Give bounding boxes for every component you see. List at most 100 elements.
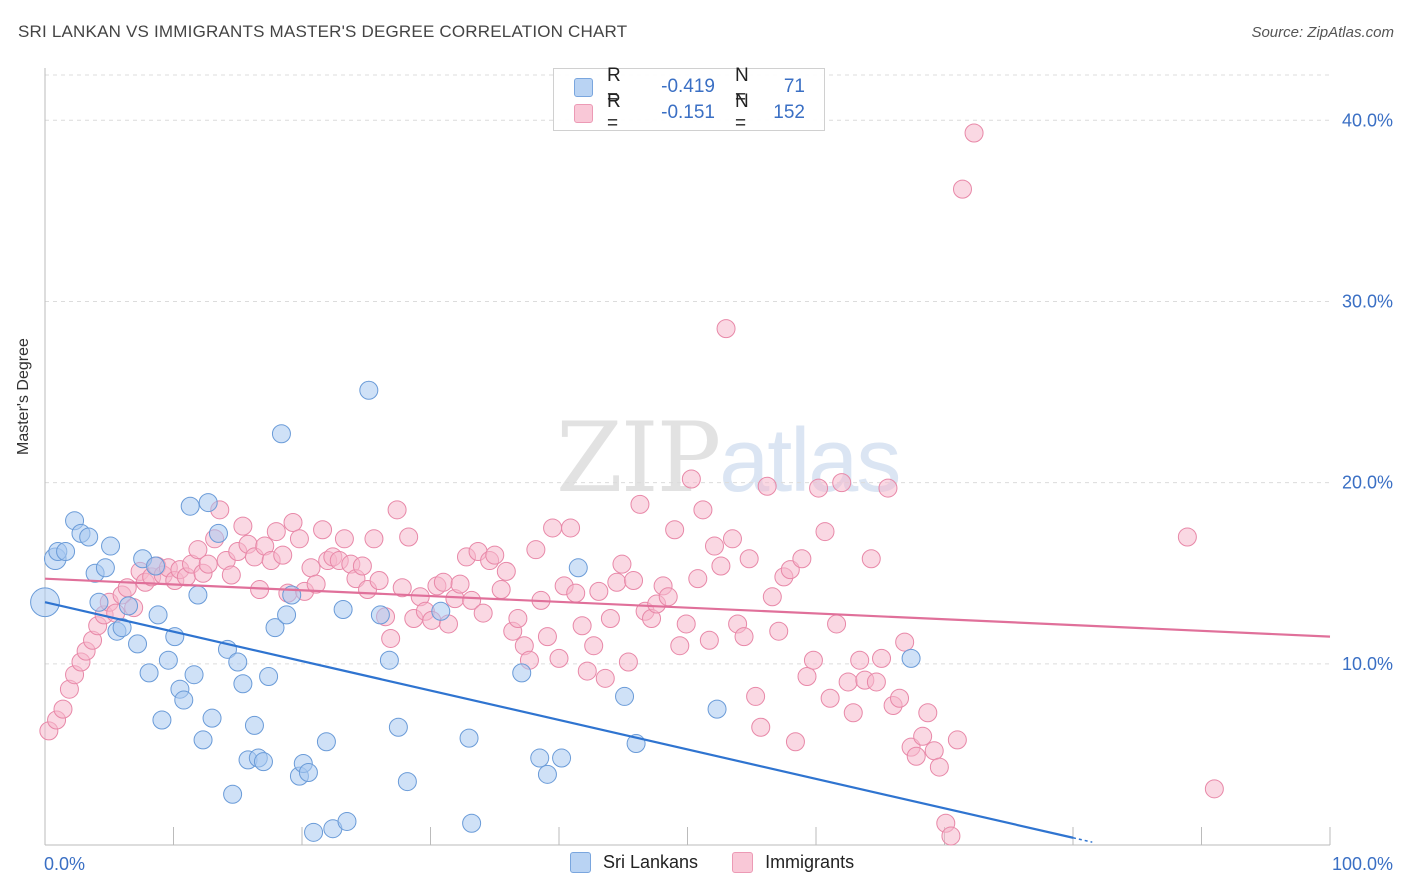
immigrants-point: [537, 627, 557, 647]
immigrants-point: [364, 529, 384, 549]
sri-lankans-point: [304, 822, 324, 842]
legend-row-sri-lankans: R = -0.419 N = 71: [574, 65, 805, 108]
immigrants-point: [693, 500, 713, 520]
immigrants-point: [301, 558, 321, 578]
sri-lankans-point: [223, 784, 243, 804]
immigrants-point: [815, 522, 835, 542]
immigrants-point: [289, 529, 309, 549]
sri-lankans-point: [379, 650, 399, 670]
immigrants-point: [820, 688, 840, 708]
immigrants-point: [450, 574, 470, 594]
sri-lankans-point: [462, 813, 482, 833]
immigrants-point: [334, 529, 354, 549]
tick-labels: 10.0% 20.0% 30.0% 40.0% 0.0% 100.0%: [44, 110, 1393, 874]
sri-lankans-trend-line: [44, 601, 1074, 839]
legend-label-sri-lankans: Sri Lankans: [603, 852, 699, 872]
x-tick-label-max: 100.0%: [1332, 854, 1393, 874]
immigrants-point: [273, 545, 293, 565]
immigrants-point: [233, 516, 253, 536]
immigrants-point: [762, 587, 782, 607]
sri-lankans-point: [265, 618, 285, 638]
immigrants-point: [792, 549, 812, 569]
immigrants-point: [809, 478, 829, 498]
immigrants-point: [584, 636, 604, 656]
immigrants-point: [313, 520, 333, 540]
immigrants-point: [392, 578, 412, 598]
immigrants-point: [838, 672, 858, 692]
immigrants-point: [491, 580, 511, 600]
y-tick-label: 10.0%: [1342, 654, 1393, 674]
y-tick-label: 30.0%: [1342, 291, 1393, 311]
legend-swatch-blue: [574, 77, 593, 97]
axes: [44, 68, 1331, 846]
immigrants-point: [508, 609, 528, 629]
immigrants-point: [283, 513, 303, 533]
sri-lankans-point: [537, 764, 557, 784]
sri-lankans-point: [298, 763, 318, 783]
sri-lankans-point: [901, 648, 921, 668]
immigrants-point: [665, 520, 685, 540]
source-label: Source: ZipAtlas.com: [1251, 24, 1394, 41]
sri-lankans-point: [370, 605, 390, 625]
sri-lankans-point: [244, 715, 264, 735]
immigrants-point: [751, 717, 771, 737]
sri-lankans-point: [193, 730, 213, 750]
immigrants-point: [843, 703, 863, 723]
sri-lankans-point: [530, 748, 550, 768]
immigrants-point: [221, 565, 241, 585]
immigrants-point: [780, 560, 800, 580]
sri-lankans-point: [174, 690, 194, 710]
immigrants-point: [369, 570, 389, 590]
sri-lankans-point: [101, 536, 121, 556]
immigrants-point: [704, 536, 724, 556]
immigrants-point: [906, 746, 926, 766]
immigrants-point: [618, 652, 638, 672]
sri-lankans-point: [95, 558, 115, 578]
sri-lankans-point: [202, 708, 222, 728]
sri-lankans-point: [568, 558, 588, 578]
immigrants-point: [188, 540, 208, 560]
correlation-legend: R = -0.419 N = 71 R = -0.151 N = 152: [553, 65, 825, 134]
sri-lankans-point: [119, 596, 139, 616]
sri-lankans-point: [128, 634, 148, 654]
y-tick-label: 20.0%: [1342, 473, 1393, 493]
immigrants-point: [462, 590, 482, 610]
immigrants-point: [1204, 779, 1224, 799]
y-tick-label: 40.0%: [1342, 110, 1393, 130]
immigrants-point: [913, 726, 933, 746]
immigrants-point: [352, 556, 372, 576]
immigrants-point: [399, 527, 419, 547]
immigrants-point: [769, 621, 789, 641]
legend-item-sri-lankans[interactable]: Sri Lankans: [570, 852, 698, 873]
immigrants-point: [676, 614, 696, 634]
sri-lankans-point: [208, 523, 228, 543]
sri-lankans-point: [271, 424, 291, 444]
immigrants-point: [612, 554, 632, 574]
legend-r-label: R =: [607, 65, 621, 108]
sri-lankans-point: [198, 493, 218, 513]
sri-lankans-point: [277, 605, 297, 625]
immigrants-point: [895, 632, 915, 652]
sri-lankans-point: [259, 667, 279, 687]
legend-n-label: N =: [735, 65, 749, 108]
immigrants-point: [198, 554, 218, 574]
immigrants-point: [832, 473, 852, 493]
legend-swatch-blue: [570, 852, 591, 873]
sri-lankans-point: [188, 585, 208, 605]
immigrants-point: [872, 648, 892, 668]
legend-swatch-pink: [732, 852, 754, 873]
sri-lankans-point: [180, 496, 200, 516]
sri-lankans-point: [79, 527, 99, 547]
sri-lankans-point: [146, 556, 166, 576]
immigrants-point: [716, 319, 736, 339]
sri-lankans-point: [333, 599, 353, 619]
immigrants-point: [526, 540, 546, 560]
legend-r-value: -0.151: [661, 102, 715, 123]
immigrants-point: [918, 703, 938, 723]
immigrants-point: [688, 569, 708, 589]
immigrants-point: [600, 609, 620, 629]
immigrants-point: [941, 826, 961, 846]
legend-item-immigrants[interactable]: Immigrants: [732, 852, 854, 873]
sri-lankans-point: [615, 686, 635, 706]
immigrants-point: [566, 583, 586, 603]
